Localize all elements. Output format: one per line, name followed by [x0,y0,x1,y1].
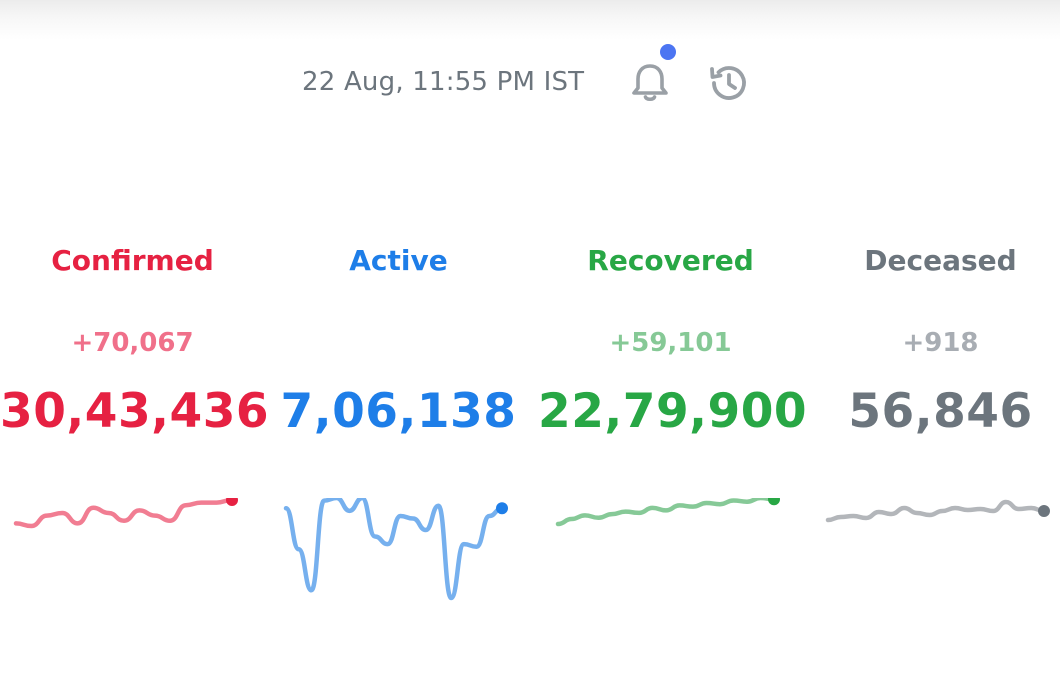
top-shadow [0,0,1060,40]
recovered-latest-point [768,498,780,506]
stat-total: 56,846 [848,384,1033,439]
deceased-trend-sparkline [825,499,1050,523]
new-notification-dot [660,44,676,60]
bell-icon[interactable] [626,58,674,106]
stat-total: 30,43,436 [0,384,270,439]
history-icon-graphic [710,66,746,100]
recovered-trend-line [555,498,777,527]
stat-label: Deceased [864,244,1017,277]
active-trend-sparkline [283,498,508,601]
stat-delta: +918 [902,328,979,358]
active-trend-line [283,498,505,601]
recovered-trend-sparkline [555,498,780,527]
active-latest-point [496,502,508,515]
stat-label: Active [349,244,448,277]
history-icon[interactable] [706,60,752,106]
stat-label: Recovered [587,244,754,277]
stat-total: 7,06,138 [280,384,517,439]
stat-active[interactable]: Active 7,06,138 [266,238,531,638]
deceased-trend-line [825,499,1047,523]
confirmed-trend-line [13,498,235,529]
last-updated-timestamp: 22 Aug, 11:55 PM IST [302,67,585,97]
stat-confirmed[interactable]: Confirmed +70,067 30,43,436 [0,238,270,638]
update-header: 22 Aug, 11:55 PM IST [0,50,1060,110]
stat-total: 22,79,900 [538,384,808,439]
bell-icon-graphic [632,64,668,102]
stat-deceased[interactable]: Deceased +918 56,846 [808,238,1060,638]
stat-delta: +70,067 [71,328,194,358]
stat-label: Confirmed [51,244,214,277]
deceased-latest-point [1038,505,1050,517]
stat-delta: +59,101 [609,328,732,358]
confirmed-trend-sparkline [13,498,238,529]
confirmed-latest-point [226,498,238,506]
stat-recovered[interactable]: Recovered +59,101 22,79,900 [538,238,808,638]
